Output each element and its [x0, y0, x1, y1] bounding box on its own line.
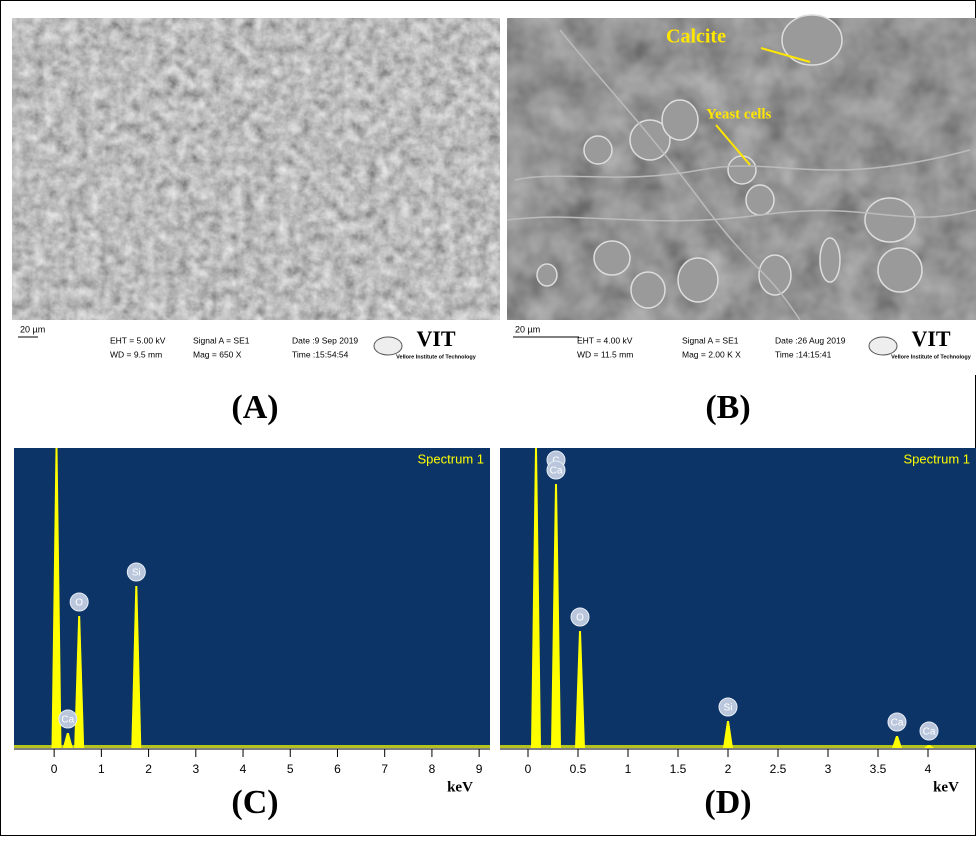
scale-bar-label: 20 µm	[515, 324, 540, 334]
element-label: Ca	[891, 718, 904, 729]
element-label: O	[576, 613, 584, 624]
x-tick-label: 0.5	[570, 762, 587, 776]
x-axis-label: keV	[933, 779, 959, 795]
x-tick-label: 1	[625, 762, 632, 776]
x-tick-label: 2.5	[770, 762, 787, 776]
x-tick-label: 6	[334, 762, 341, 776]
x-tick-label: 0	[525, 762, 532, 776]
x-axis-label: keV	[447, 779, 473, 795]
x-tick-label: 9	[476, 762, 483, 776]
element-label: Ca	[550, 466, 563, 477]
x-tick-label: 8	[429, 762, 436, 776]
sem-info: EHT = 4.00 kV	[577, 335, 633, 345]
x-tick-label: 3	[825, 762, 832, 776]
x-tick-label: 5	[287, 762, 294, 776]
logo-sub: Vellore Institute of Technology	[396, 354, 477, 360]
sem-info: Time :14:15:41	[775, 349, 832, 359]
element-label: Ca	[923, 727, 936, 738]
info-bar	[507, 320, 976, 375]
scale-bar-label: 20 µm	[20, 324, 45, 334]
panel-label: (C)	[231, 784, 278, 821]
x-tick-label: 4	[925, 762, 932, 776]
x-tick-label: 3	[192, 762, 199, 776]
x-tick-label: 2	[725, 762, 732, 776]
element-label: O	[75, 598, 83, 609]
logo: VIT	[416, 326, 455, 351]
sem-info: Mag = 2.00 K X	[682, 349, 741, 359]
figure: 20 µm EHT = 5.00 kV WD = 9.5 mm Signal A = …	[0, 0, 976, 836]
x-tick-label: 4	[240, 762, 247, 776]
element-label: Si	[724, 703, 733, 714]
sem-info: Signal A = SE1	[193, 335, 250, 345]
annotation: Yeast cells	[706, 106, 772, 122]
sem-info: Date :9 Sep 2019	[292, 335, 358, 345]
x-tick-label: 7	[381, 762, 388, 776]
x-tick-label: 1.5	[670, 762, 687, 776]
sem-info: WD = 9.5 mm	[110, 349, 162, 359]
spectrum-title: Spectrum 1	[418, 451, 484, 466]
sem-image	[12, 18, 500, 320]
logo-sub: Vellore Institute of Technology	[891, 354, 972, 360]
logo-emblem	[869, 337, 897, 355]
panel-label: (A)	[231, 389, 278, 426]
sem-info: WD = 11.5 mm	[577, 349, 633, 359]
plot-area	[500, 448, 976, 748]
spectrum-title: Spectrum 1	[904, 451, 970, 466]
element-label: Ca	[61, 715, 74, 726]
baseline-noise	[14, 745, 490, 748]
x-tick-label: 3.5	[870, 762, 887, 776]
element-label: Si	[132, 568, 141, 579]
logo: VIT	[911, 326, 950, 351]
logo-emblem	[374, 337, 402, 355]
panel-label: (D)	[704, 784, 751, 821]
x-tick-label: 0	[51, 762, 58, 776]
annotation: Calcite	[666, 26, 726, 48]
sem-info: Signal A = SE1	[682, 335, 739, 345]
sem-info: EHT = 5.00 kV	[110, 335, 166, 345]
sem-info: Date :26 Aug 2019	[775, 335, 846, 345]
x-tick-label: 2	[145, 762, 152, 776]
sem-info: Mag = 650 X	[193, 349, 242, 359]
panel-label: (B)	[705, 389, 750, 426]
baseline-noise	[500, 745, 976, 748]
x-tick-label: 1	[98, 762, 105, 776]
sem-info: Time :15:54:54	[292, 349, 349, 359]
